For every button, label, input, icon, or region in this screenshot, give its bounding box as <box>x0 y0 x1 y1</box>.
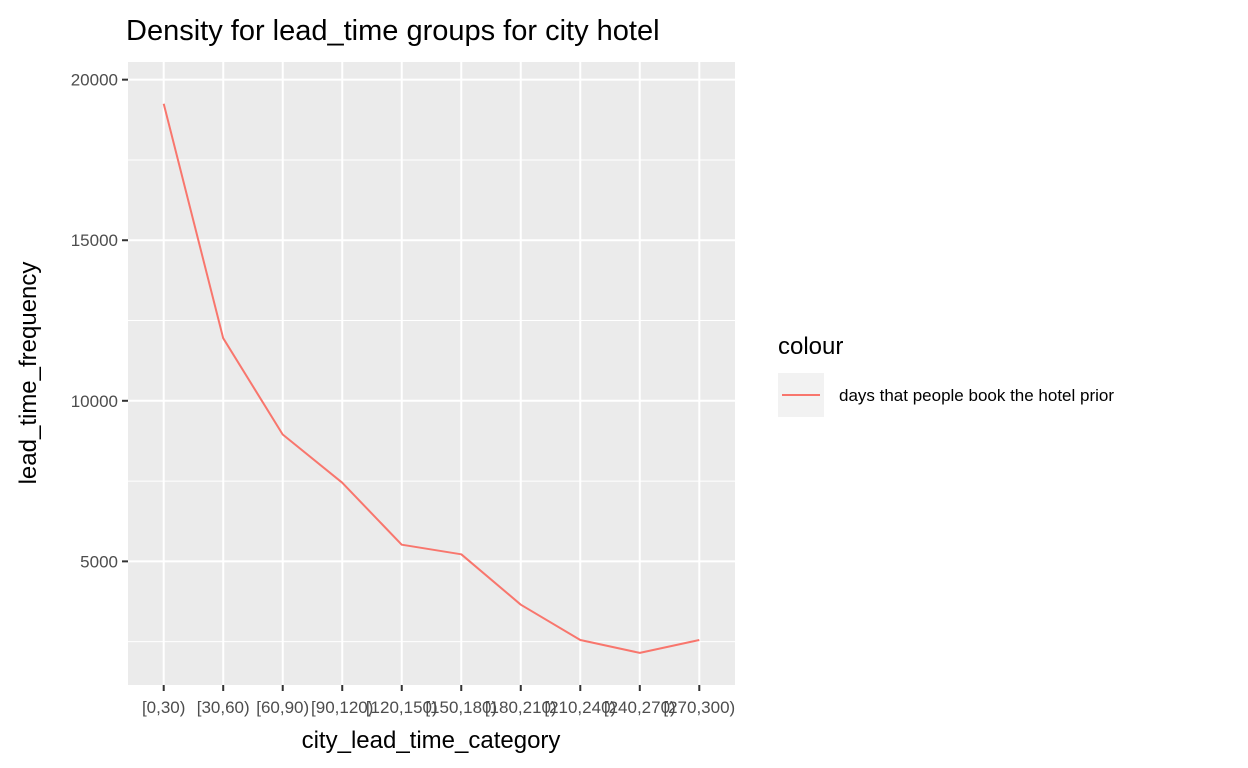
x-tick-label: [240,270) <box>604 698 676 717</box>
legend-title: colour <box>778 333 843 360</box>
x-tick-label: [90,120) <box>311 698 373 717</box>
x-tick-label: [60,90) <box>256 698 309 717</box>
y-tick-label: 10000 <box>71 392 118 411</box>
chart-title: Density for lead_time groups for city ho… <box>126 15 660 47</box>
x-tick-label: [30,60) <box>197 698 250 717</box>
x-tick-label: [180,210) <box>485 698 557 717</box>
series-line <box>162 103 700 654</box>
x-axis: [0,30) [30,60) [60,90) [90,120)[120,150)[15… <box>142 685 735 717</box>
major-gridlines <box>128 62 735 685</box>
legend-series-label: days that people book the hotel prior <box>839 386 1114 405</box>
x-tick-label: [210,240) <box>544 698 616 717</box>
series-layer <box>162 103 700 654</box>
x-tick-label: [270,300) <box>663 698 735 717</box>
minor-gridlines <box>128 159 735 643</box>
x-tick-label: [120,150) <box>366 698 438 717</box>
x-axis-title: city_lead_time_category <box>302 727 561 754</box>
y-axis: 5000 10000 15000 20000 <box>71 71 128 571</box>
x-tick-label: [0,30) <box>142 698 185 717</box>
x-tick-label: [150,180) <box>425 698 497 717</box>
y-tick-label: 5000 <box>80 552 118 571</box>
legend: colour days that people book the hotel p… <box>778 333 1114 417</box>
y-tick-label: 20000 <box>71 71 118 90</box>
y-tick-label: 15000 <box>71 231 118 250</box>
y-axis-title: lead_time_frequency <box>15 262 42 485</box>
plot-panel <box>128 62 735 685</box>
